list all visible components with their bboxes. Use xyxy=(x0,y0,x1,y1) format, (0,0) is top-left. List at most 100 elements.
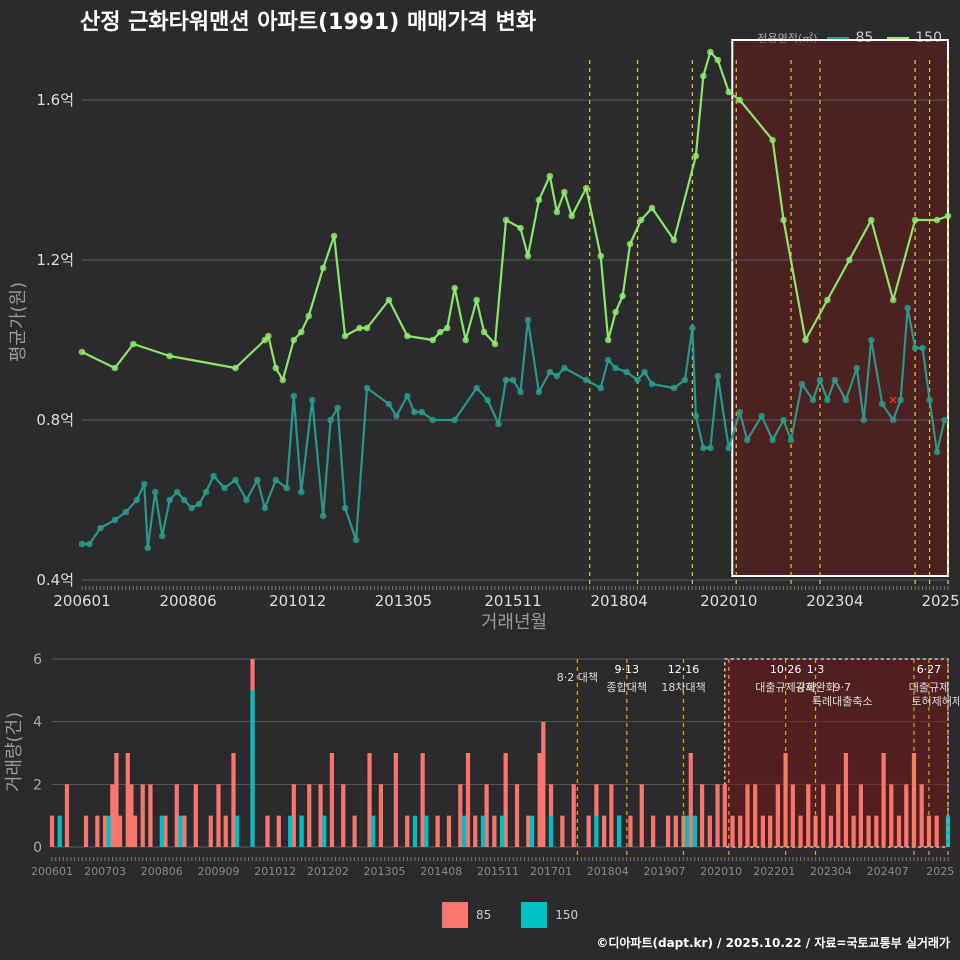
data-point-85 xyxy=(517,388,524,396)
legend-bottom-label-85: 85 xyxy=(476,908,492,922)
volume-bar-85 xyxy=(492,815,497,847)
data-point-150 xyxy=(130,340,137,348)
y-tick-label: 0.8억 xyxy=(36,411,74,429)
data-point-85 xyxy=(502,376,510,384)
data-point-85 xyxy=(195,500,203,508)
annotation-date: 12·16 xyxy=(668,663,700,676)
data-point-85 xyxy=(86,540,93,548)
volume-bar-150 xyxy=(322,815,327,847)
data-point-85 xyxy=(319,512,327,520)
x-tick-label: 201012 xyxy=(269,592,326,610)
volume-bar-85 xyxy=(223,815,228,847)
volume-bar-150 xyxy=(234,815,240,847)
data-point-150 xyxy=(480,328,488,336)
volume-bar-85 xyxy=(276,815,281,847)
data-point-85 xyxy=(140,480,148,488)
volume-bar-85 xyxy=(231,753,236,847)
volume-bar-85 xyxy=(465,753,471,847)
volume-bar-85 xyxy=(790,784,795,847)
data-point-85 xyxy=(290,392,298,400)
data-point-150 xyxy=(933,216,941,224)
annotation-date: 10·26 xyxy=(770,663,802,676)
annotation-label: 특례대출축소 xyxy=(812,695,873,708)
data-point-150 xyxy=(356,324,363,332)
y-axis-label: 평균가(원) xyxy=(8,282,29,362)
highlight-box xyxy=(731,39,949,577)
data-point-150 xyxy=(546,172,554,180)
volume-bar-85 xyxy=(329,753,335,847)
data-point-150 xyxy=(824,296,831,304)
data-point-85 xyxy=(780,416,787,424)
data-point-85 xyxy=(122,508,130,516)
data-point-85 xyxy=(210,472,217,480)
volume-x-tick-label: 201408 xyxy=(420,865,462,878)
data-point-85 xyxy=(393,412,400,420)
data-point-85 xyxy=(553,372,561,380)
data-point-85 xyxy=(243,496,250,504)
data-point-85 xyxy=(831,376,839,384)
data-point-150 xyxy=(867,216,875,224)
volume-x-tick-label: 202201 xyxy=(753,865,795,878)
legend-line-150 xyxy=(887,37,910,39)
volume-bar-85 xyxy=(881,753,886,847)
x-tick-label: 201804 xyxy=(591,592,648,610)
data-point-150 xyxy=(619,292,626,300)
volume-bar-85 xyxy=(102,815,108,847)
volume-bar-85 xyxy=(688,753,693,847)
data-point-85 xyxy=(546,368,554,376)
volume-bar-85 xyxy=(775,784,780,847)
volume-bar-150 xyxy=(159,815,164,847)
data-point-85 xyxy=(363,384,371,392)
data-point-150 xyxy=(319,264,327,272)
legend-label-150: 150 xyxy=(915,30,942,46)
data-point-85 xyxy=(736,408,744,416)
volume-bar-85 xyxy=(673,815,678,847)
legend-label-85: 85 xyxy=(855,30,874,46)
volume-bar-85 xyxy=(435,815,440,847)
volume-bar-150 xyxy=(529,815,535,847)
data-point-85 xyxy=(758,412,765,420)
data-point-85 xyxy=(341,504,349,512)
volume-bar-150 xyxy=(499,815,505,847)
data-point-85 xyxy=(418,408,426,416)
volume-bar-150 xyxy=(288,815,293,847)
volume-x-tick-label: 201804 xyxy=(587,865,629,878)
data-point-85 xyxy=(334,404,341,412)
annotation-label: 규제완화 xyxy=(795,681,835,694)
volume-bar-85 xyxy=(405,815,410,847)
data-point-85 xyxy=(670,384,678,392)
y-tick-label: 1.2억 xyxy=(36,251,74,269)
data-point-85 xyxy=(860,416,868,424)
data-point-150 xyxy=(700,72,707,80)
data-point-150 xyxy=(553,208,561,216)
data-point-85 xyxy=(173,488,181,496)
volume-bar-85 xyxy=(722,784,727,847)
volume-bar-85 xyxy=(420,753,425,847)
volume-bar-85 xyxy=(318,784,323,847)
annotation-label: 종합대책 xyxy=(607,681,647,694)
legend-top: 전용면적(㎡) 85 150 xyxy=(757,30,950,46)
data-point-150 xyxy=(363,324,371,332)
volume-bar-85 xyxy=(851,815,856,847)
data-point-85 xyxy=(919,344,926,352)
volume-bar-85 xyxy=(904,784,909,847)
data-point-85 xyxy=(853,364,861,372)
volume-bar-85 xyxy=(828,815,834,847)
volume-bar-150 xyxy=(371,815,376,847)
data-point-85 xyxy=(451,416,459,424)
volume-bar-85 xyxy=(715,784,720,847)
volume-bar-150 xyxy=(250,690,255,847)
volume-bar-85 xyxy=(352,815,357,847)
volume-bar-85 xyxy=(458,784,463,847)
data-point-150 xyxy=(568,212,576,220)
data-point-150 xyxy=(491,340,499,348)
data-point-85 xyxy=(111,516,119,524)
data-point-85 xyxy=(612,364,619,372)
data-point-85 xyxy=(692,412,700,420)
volume-bar-150 xyxy=(616,815,622,847)
data-point-85 xyxy=(166,496,173,504)
volume-x-tick-label: 200909 xyxy=(197,865,239,878)
data-point-150 xyxy=(707,48,714,56)
data-point-85 xyxy=(798,380,806,388)
volume-bar-85 xyxy=(738,815,743,847)
